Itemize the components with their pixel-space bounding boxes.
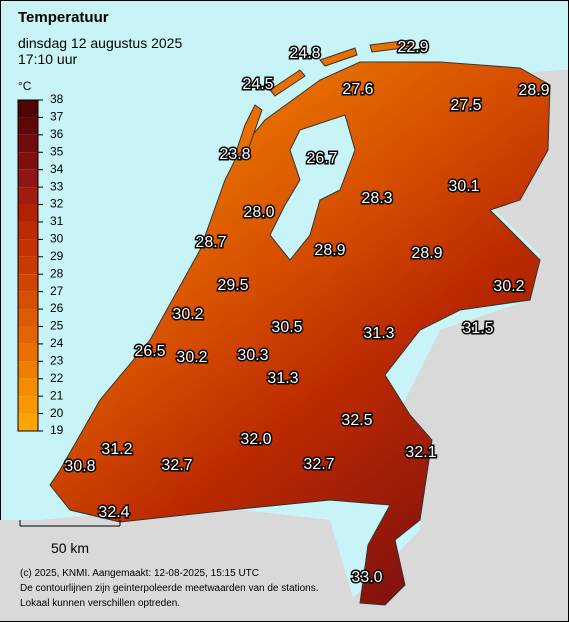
station-value: 29.5 bbox=[217, 277, 248, 294]
wadden-islands bbox=[234, 39, 413, 156]
station-value: 32.7 bbox=[303, 456, 334, 473]
colorbar-cell bbox=[18, 413, 38, 431]
colorbar-label: 20 bbox=[50, 406, 64, 420]
colorbar-label: 28 bbox=[50, 266, 64, 280]
footer: Lokaal kunnen verschillen optreden. bbox=[20, 598, 180, 609]
colorbar-label: 27 bbox=[50, 284, 64, 298]
colorbar-cell bbox=[18, 100, 38, 118]
colorbar-label: 31 bbox=[50, 214, 64, 228]
scale-label: 50 km bbox=[51, 540, 89, 556]
station-value: 28.9 bbox=[518, 82, 549, 99]
station-value: 30.2 bbox=[493, 278, 524, 295]
title: Temperatuur bbox=[18, 9, 109, 26]
colorbar-label: 25 bbox=[50, 319, 64, 333]
station-value: 23.8 bbox=[219, 146, 250, 163]
colorbar-cell bbox=[18, 221, 38, 240]
station-value: 31.5 bbox=[462, 320, 493, 337]
colorbar-cell bbox=[18, 239, 38, 257]
unit: °C bbox=[18, 79, 32, 93]
colorbar-cell bbox=[18, 134, 38, 153]
ijsselmeer bbox=[269, 114, 356, 261]
colorbar-label: 33 bbox=[50, 179, 64, 193]
subtitle: dinsdag 12 augustus 2025 bbox=[18, 35, 182, 51]
station-value: 26.5 bbox=[134, 343, 165, 360]
station-value: 22.9 bbox=[397, 39, 428, 56]
station-value: 32.7 bbox=[161, 457, 192, 474]
station-value: 28.9 bbox=[411, 245, 442, 262]
stations: 24.8 22.9 24.5 27.6 27.5 28.9 23.8 26.7 28.3 30.1… bbox=[63, 38, 551, 588]
colorbar-cell bbox=[18, 361, 38, 379]
station-value: 31.2 bbox=[101, 441, 132, 458]
colorbar-cell bbox=[18, 117, 38, 135]
colorbar-cell bbox=[18, 396, 38, 414]
station-value: 24.5 bbox=[242, 76, 273, 93]
colorbar-label: 32 bbox=[50, 197, 64, 211]
netherlands bbox=[49, 61, 551, 606]
station-value: 24.8 bbox=[289, 45, 320, 62]
colorbar-label: 24 bbox=[50, 336, 64, 350]
colorbar-label: 35 bbox=[50, 144, 64, 158]
station-value: 27.6 bbox=[342, 81, 373, 98]
colorbar-label: 23 bbox=[50, 353, 64, 367]
station-value: 26.7 bbox=[306, 150, 337, 167]
colorbar-cell bbox=[18, 256, 38, 275]
station-value: 28.0 bbox=[243, 204, 274, 221]
time: 17:10 uur bbox=[18, 51, 77, 67]
colorbar-cell bbox=[18, 378, 38, 397]
footer: (c) 2025, KNMI. Aangemaakt: 12-08-2025, … bbox=[20, 568, 259, 579]
colorbar-cell bbox=[18, 169, 38, 188]
colorbar-cell bbox=[18, 152, 38, 170]
neighbour-land bbox=[0, 505, 360, 621]
colorbar-cell bbox=[18, 343, 38, 362]
colorbar-cell bbox=[18, 309, 38, 327]
station-value: 28.3 bbox=[361, 190, 392, 207]
colorbar-cell bbox=[18, 204, 38, 222]
colorbar-label: 29 bbox=[50, 249, 64, 263]
station-value: 32.4 bbox=[98, 504, 129, 521]
station-value: 30.5 bbox=[271, 319, 302, 336]
station-value: 33.0 bbox=[351, 569, 382, 586]
colorbar-cell bbox=[18, 326, 38, 344]
station-value: 30.2 bbox=[176, 349, 207, 366]
station-value: 30.1 bbox=[448, 178, 479, 195]
colorbar-cell bbox=[18, 291, 38, 310]
station-value: 28.9 bbox=[314, 242, 345, 259]
colorbar-label: 38 bbox=[50, 92, 64, 106]
colorbar-label: 22 bbox=[50, 371, 64, 385]
station-value: 32.0 bbox=[240, 431, 271, 448]
footer: De contourlijnen zijn geinterpoleerde me… bbox=[20, 583, 319, 594]
colorbar-label: 37 bbox=[50, 110, 64, 124]
station-value: 27.5 bbox=[450, 97, 481, 114]
station-value: 31.3 bbox=[363, 325, 394, 342]
station-value: 28.7 bbox=[195, 234, 226, 251]
station-value: 30.8 bbox=[64, 458, 95, 475]
colorbar-label: 30 bbox=[50, 232, 64, 246]
station-value: 30.3 bbox=[237, 347, 268, 364]
colorbar-label: 26 bbox=[50, 301, 64, 315]
colorbar-label: 36 bbox=[50, 127, 64, 141]
colorbar-label: 21 bbox=[50, 388, 64, 402]
neighbour-land bbox=[330, 70, 568, 621]
colorbar-label: 34 bbox=[50, 162, 64, 176]
colorbar-frame bbox=[17, 99, 39, 432]
station-value: 32.5 bbox=[341, 412, 372, 429]
colorbar-cell bbox=[18, 274, 38, 292]
colorbar: 38 37 36 35 34 33 32 31 30 29 28 27 26 25 24 23 22 21 20 19 bbox=[17, 92, 64, 437]
station-value: 31.3 bbox=[267, 370, 298, 387]
colorbar-label: 19 bbox=[50, 423, 64, 437]
station-value: 30.2 bbox=[172, 306, 203, 323]
station-value: 32.1 bbox=[405, 444, 436, 461]
colorbar-cell bbox=[18, 187, 38, 205]
